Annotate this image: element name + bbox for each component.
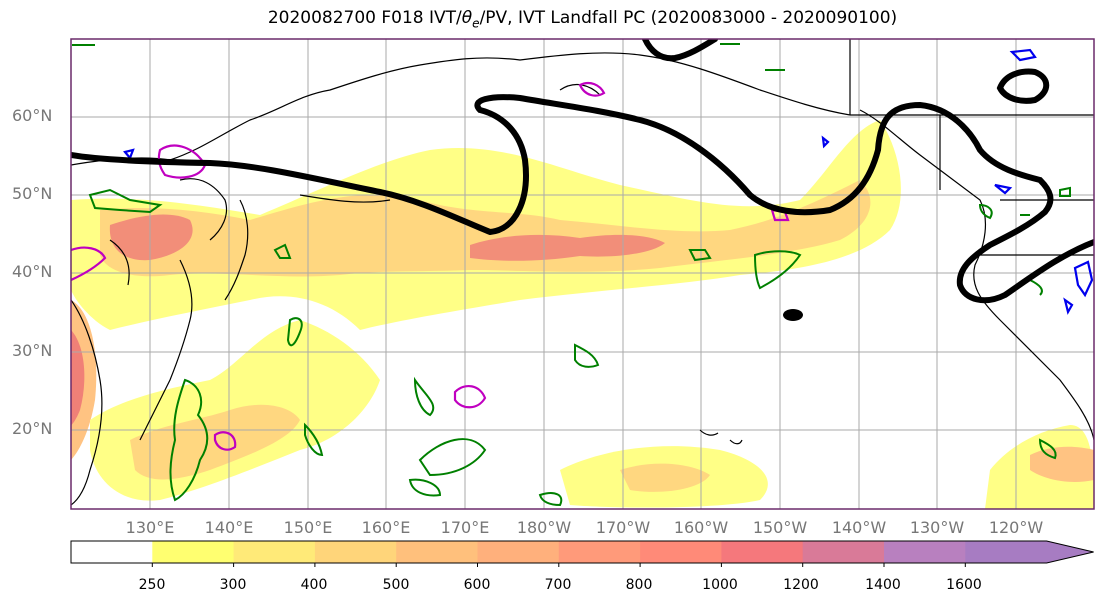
colorbar-outline	[70, 540, 1094, 564]
lon-label-160w: 160°W	[673, 518, 729, 537]
ivt-tropical-central-mid	[620, 463, 710, 492]
colorbar-tick-800: 800	[625, 577, 653, 593]
colorbar-tick-1000: 1000	[702, 577, 738, 593]
colorbar-tick-1200: 1200	[783, 577, 819, 593]
colorbar-segment	[477, 541, 560, 563]
colorbar-tick-1600: 1600	[946, 577, 982, 593]
colorbar-tick-1400: 1400	[865, 577, 901, 593]
lon-label-160e: 160°E	[361, 518, 411, 537]
colorbar	[70, 540, 1094, 567]
pc-small-blob	[783, 309, 803, 321]
colorbar-segment	[396, 541, 478, 563]
colorbar-segment	[152, 541, 235, 563]
lat-label-60n: 60°N	[12, 106, 53, 125]
colorbar-segment-extend	[965, 541, 1094, 563]
colorbar-segment	[233, 541, 316, 563]
colorbar-segment	[721, 541, 804, 563]
colorbar-segment	[640, 541, 722, 563]
ivt-west-edge-core	[71, 330, 85, 425]
lon-label-140e: 140°E	[204, 518, 254, 537]
colorbar-tick-300: 300	[219, 577, 247, 593]
lat-label-30n: 30°N	[12, 341, 53, 360]
lon-label-130e: 130°E	[125, 518, 175, 537]
colorbar-tick-500: 500	[382, 577, 410, 593]
ivt-east-tropics-mid	[1030, 446, 1094, 482]
pv-contours-green	[72, 43, 1071, 507]
lon-label-150e: 150°E	[283, 518, 333, 537]
ivt-shading	[71, 120, 1094, 509]
lon-label-150w: 150°W	[752, 518, 808, 537]
colorbar-segment	[884, 541, 966, 563]
colorbar-segment	[802, 541, 885, 563]
colorbar-segment	[314, 541, 397, 563]
lon-label-180w: 180°W	[516, 518, 572, 537]
blue-contours	[123, 48, 1094, 315]
lat-label-40n: 40°N	[12, 262, 53, 281]
lon-label-120w: 120°W	[988, 518, 1044, 537]
colorbar-segment	[558, 541, 641, 563]
lon-label-170w: 170°W	[595, 518, 651, 537]
colorbar-tick-600: 600	[463, 577, 491, 593]
ivt-core-west	[109, 214, 193, 261]
colorbar-tick-400: 400	[300, 577, 328, 593]
map-title: 2020082700 F018 IVT/θe/PV, IVT Landfall …	[267, 8, 898, 31]
pc-contour	[71, 39, 1094, 304]
ivt-core-dateline	[470, 234, 665, 261]
lon-label-130w: 130°W	[909, 518, 965, 537]
lon-label-140w: 140°W	[831, 518, 887, 537]
lat-label-20n: 20°N	[12, 419, 53, 438]
colorbar-tick-700: 700	[544, 577, 572, 593]
lon-label-170e: 170°E	[440, 518, 490, 537]
colorbar-segment-below	[71, 541, 153, 563]
colorbar-tick-250: 250	[138, 577, 166, 593]
lat-label-50n: 50°N	[12, 184, 53, 203]
map-frame	[70, 38, 1095, 510]
coastlines	[71, 39, 1094, 506]
